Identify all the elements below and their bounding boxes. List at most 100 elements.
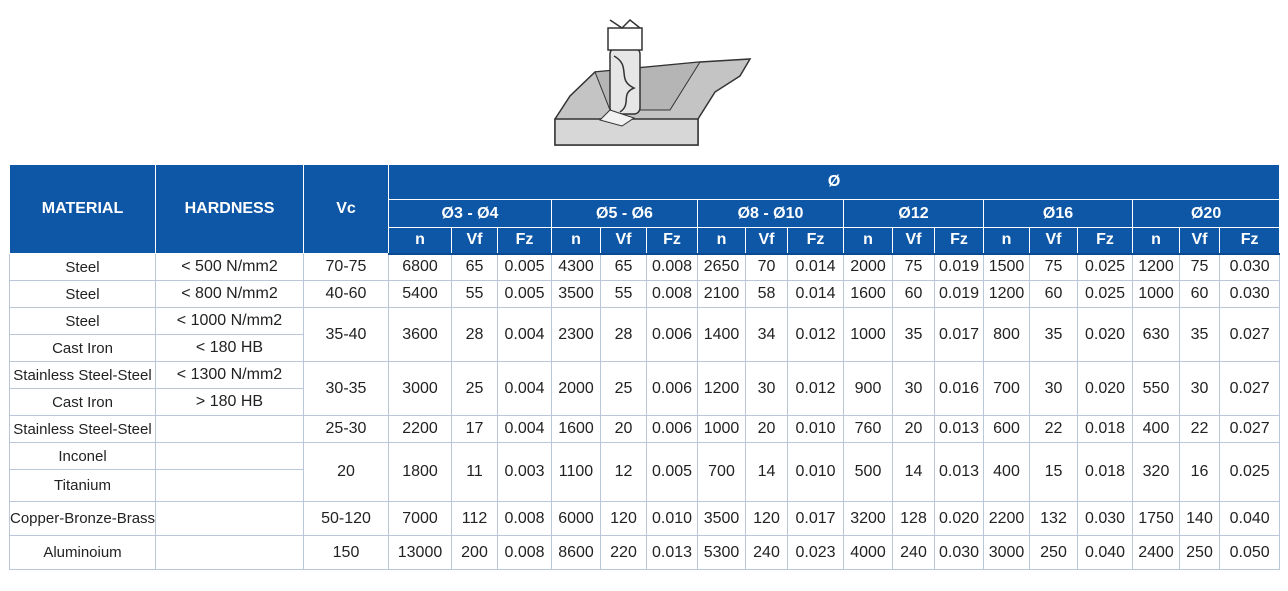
hardness-cell: [155, 442, 304, 470]
table-row: Steel < 500 N/mm2 70-75 6800 65 0.005 4300 6…: [9, 253, 1281, 281]
n-cell: 1400: [697, 307, 746, 362]
n-cell: 2200: [388, 415, 452, 443]
fz-cell: 0.010: [646, 501, 698, 536]
fz-cell: 0.006: [646, 415, 698, 443]
sub-header-n: n: [983, 227, 1030, 255]
fz-cell: 0.018: [1077, 442, 1133, 502]
fz-cell: 0.014: [787, 280, 844, 308]
material-cell: Steel: [9, 280, 156, 308]
n-cell: 3600: [388, 307, 452, 362]
fz-cell: 0.023: [787, 535, 844, 570]
vf-cell: 65: [600, 253, 647, 281]
vf-cell: 35: [1179, 307, 1220, 362]
vf-cell: 30: [745, 361, 788, 416]
vc-cell: 20: [303, 442, 389, 502]
fz-cell: 0.019: [934, 280, 984, 308]
n-cell: 760: [843, 415, 893, 443]
vf-cell: 220: [600, 535, 647, 570]
fz-cell: 0.040: [1077, 535, 1133, 570]
vf-cell: 60: [1179, 280, 1220, 308]
col-header-vc: Vc: [303, 164, 389, 254]
table-row: Stainless Steel-Steel < 1300 N/mm2 30-35…: [9, 361, 1281, 416]
fz-cell: 0.006: [646, 307, 698, 362]
material-cell: Aluminoium: [9, 535, 156, 570]
sub-header-vf: Vf: [451, 227, 498, 255]
group-header: Ø12: [843, 199, 984, 228]
hardness-cell: [155, 415, 304, 443]
n-cell: 1600: [843, 280, 893, 308]
fz-cell: 0.004: [497, 307, 552, 362]
vf-cell: 132: [1029, 501, 1078, 536]
n-cell: 4000: [843, 535, 893, 570]
vf-cell: 120: [600, 501, 647, 536]
group-header: Ø20: [1131, 199, 1281, 228]
vf-cell: 240: [745, 535, 788, 570]
material-cell: Stainless Steel-Steel: [9, 415, 156, 443]
fz-cell: 0.008: [497, 535, 552, 570]
sub-header-vf: Vf: [1179, 227, 1220, 255]
vf-cell: 55: [600, 280, 647, 308]
n-cell: 2650: [697, 253, 746, 281]
vf-cell: 60: [1029, 280, 1078, 308]
fz-cell: 0.005: [497, 280, 552, 308]
vf-cell: 11: [451, 442, 498, 502]
end-mill-illustration: [554, 18, 752, 146]
vf-cell: 28: [600, 307, 647, 362]
fz-cell: 0.025: [1077, 280, 1133, 308]
n-cell: 13000: [388, 535, 452, 570]
sub-header-n: n: [551, 227, 601, 255]
vf-cell: 65: [451, 253, 498, 281]
n-cell: 8600: [551, 535, 601, 570]
n-cell: 3200: [843, 501, 893, 536]
n-cell: 1800: [388, 442, 452, 502]
table-row: Inconel 20 1800 11 0.003 1100 12 0.005 700 14 0.…: [9, 442, 1281, 502]
fz-cell: 0.008: [646, 253, 698, 281]
n-cell: 630: [1132, 307, 1180, 362]
vf-cell: 34: [745, 307, 788, 362]
material-cell: Steel: [9, 253, 156, 281]
table-row: Steel < 800 N/mm2 40-60 5400 55 0.005 3500 5…: [9, 280, 1281, 308]
n-cell: 2000: [551, 361, 601, 416]
fz-cell: 0.025: [1077, 253, 1133, 281]
vf-cell: 128: [892, 501, 935, 536]
vf-cell: 250: [1179, 535, 1220, 570]
sub-header-vf: Vf: [600, 227, 647, 255]
fz-cell: 0.030: [1218, 280, 1281, 308]
vc-cell: 70-75: [303, 253, 389, 281]
table-row: Aluminoium 150 13000 200 0.008 8600 220 0.013…: [9, 535, 1281, 570]
table-row: Cast Iron > 180 HB: [9, 388, 1280, 416]
material-cell: Inconel: [9, 442, 156, 470]
vf-cell: 55: [451, 280, 498, 308]
fz-cell: 0.050: [1218, 535, 1281, 570]
n-cell: 550: [1132, 361, 1180, 416]
vc-cell: 25-30: [303, 415, 389, 443]
vf-cell: 120: [745, 501, 788, 536]
n-cell: 500: [843, 442, 893, 502]
fz-cell: 0.003: [497, 442, 552, 502]
fz-cell: 0.010: [787, 415, 844, 443]
n-cell: 1200: [983, 280, 1030, 308]
sub-header-vf: Vf: [745, 227, 788, 255]
vf-cell: 70: [745, 253, 788, 281]
hardness-cell: [155, 469, 304, 502]
sub-header-fz: Fz: [787, 227, 844, 255]
fz-cell: 0.013: [646, 535, 698, 570]
n-cell: 700: [983, 361, 1030, 416]
n-cell: 6800: [388, 253, 452, 281]
vf-cell: 16: [1179, 442, 1220, 502]
sub-header-fz: Fz: [497, 227, 552, 255]
col-header-diameter: Ø: [387, 164, 1281, 200]
vc-cell: 35-40: [303, 307, 389, 362]
n-cell: 3000: [388, 361, 452, 416]
fz-cell: 0.018: [1077, 415, 1133, 443]
n-cell: 400: [983, 442, 1030, 502]
n-cell: 1750: [1132, 501, 1180, 536]
n-cell: 1600: [551, 415, 601, 443]
fz-cell: 0.017: [934, 307, 984, 362]
fz-cell: 0.027: [1218, 361, 1281, 416]
fz-cell: 0.017: [787, 501, 844, 536]
vf-cell: 35: [1029, 307, 1078, 362]
fz-cell: 0.016: [934, 361, 984, 416]
table-row: Steel < 1000 N/mm2 35-40 3600 28 0.004 2300…: [9, 307, 1281, 362]
vf-cell: 12: [600, 442, 647, 502]
